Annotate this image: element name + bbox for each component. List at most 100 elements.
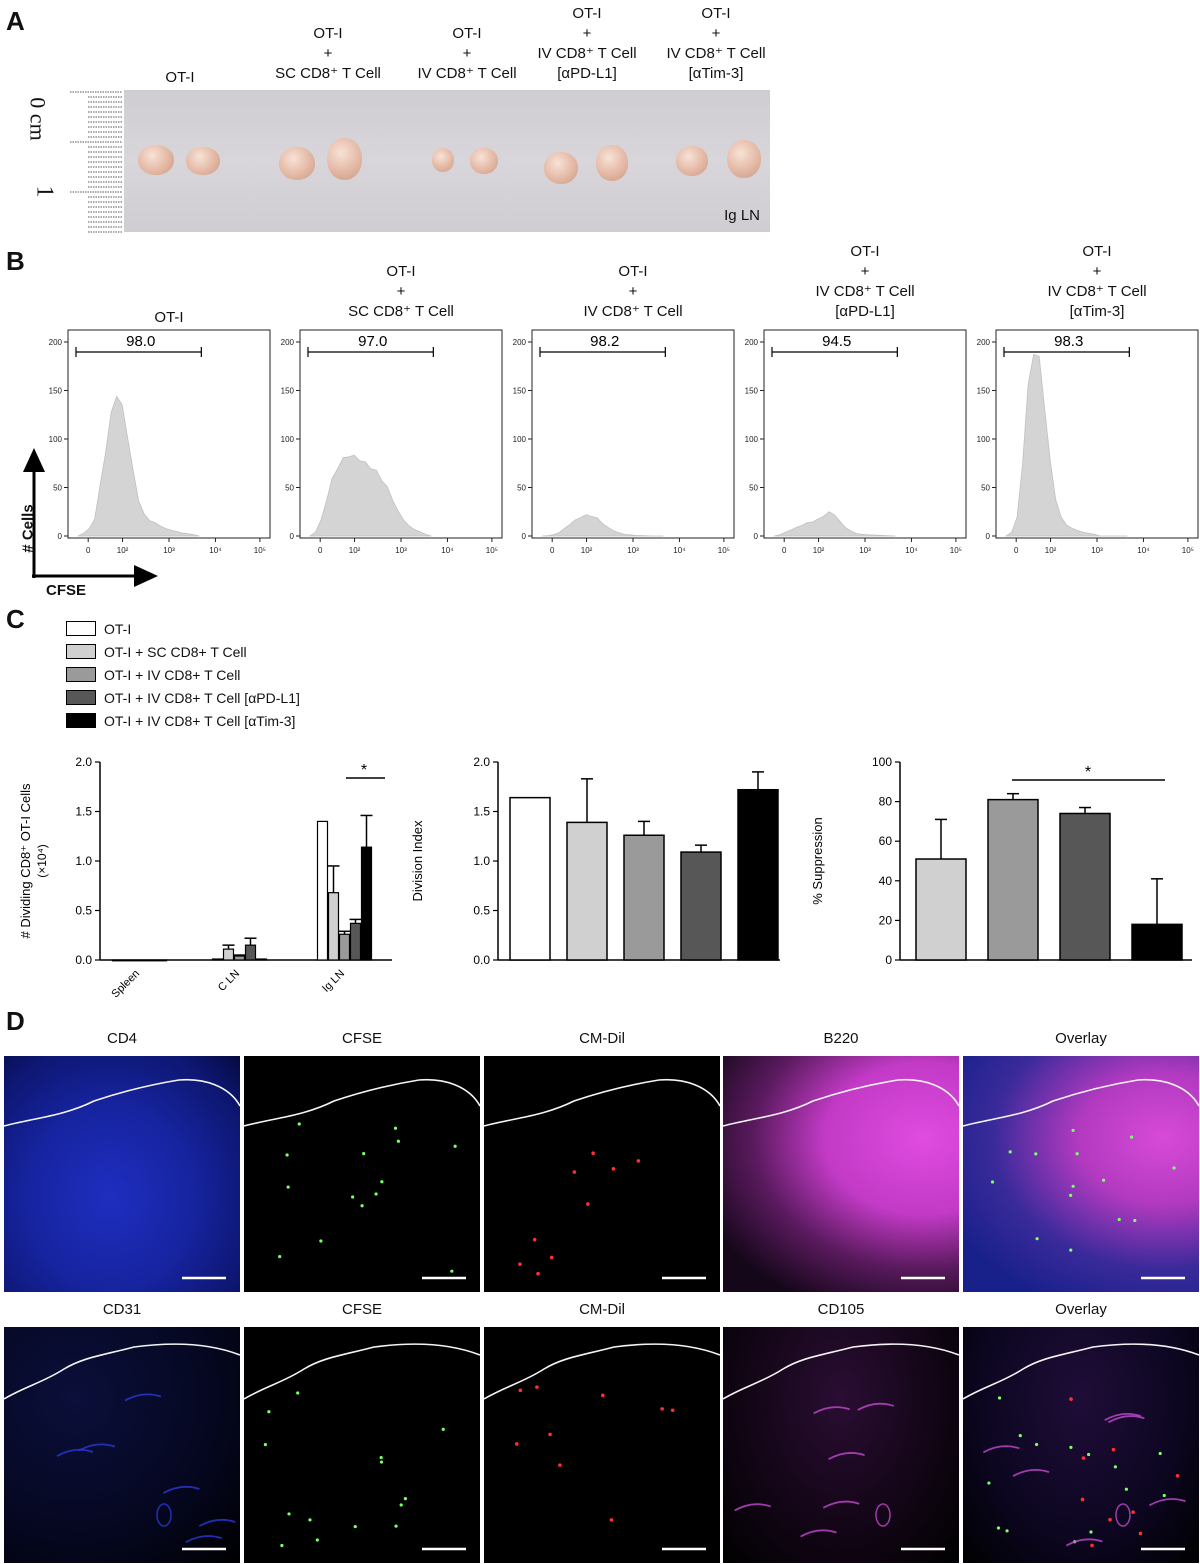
micrograph-label: B220 — [823, 1030, 859, 1047]
lymph-node — [432, 148, 454, 172]
cfse-x-axis-label: CFSE — [46, 582, 87, 599]
bar — [327, 892, 340, 961]
cell-dot — [996, 1526, 1001, 1530]
y-tick-label: 100 — [977, 435, 991, 444]
y-axis-label-unit: (×10⁴) — [35, 844, 49, 878]
vessel — [163, 1485, 200, 1494]
cell-dot — [399, 1503, 403, 1507]
x-tick-label: 10⁵ — [254, 546, 266, 555]
bar — [255, 958, 268, 961]
y-tick-label: 50 — [981, 484, 990, 493]
gate-percent: 94.5 — [822, 333, 851, 350]
y-tick-label: 150 — [745, 387, 759, 396]
vessel — [1065, 1538, 1103, 1547]
bar — [155, 959, 168, 962]
bar — [623, 834, 665, 961]
bar — [680, 851, 722, 961]
cell-dot — [1090, 1543, 1094, 1548]
x-tick-label: 10⁴ — [209, 546, 222, 555]
cell-dot — [1087, 1452, 1091, 1457]
lymph-node — [596, 145, 628, 181]
tissue-outline — [4, 1078, 240, 1127]
y-tick-label: 100 — [872, 755, 892, 769]
arrow-up-icon — [23, 448, 45, 472]
y-tick-label: 150 — [977, 387, 991, 396]
cell-dot — [609, 1518, 614, 1522]
category-label: C LN — [216, 968, 242, 994]
lymph-node — [279, 147, 315, 180]
division-index-chart: 0.0 0.5 1.0 1.5 2.0 Division Index — [410, 755, 780, 967]
vessel — [198, 1518, 236, 1527]
legend-swatch — [66, 621, 96, 636]
y-tick-label: 0 — [754, 532, 759, 541]
lymph-node — [676, 146, 708, 176]
lymph-node — [186, 147, 220, 175]
y-axis-label: % Suppression — [810, 817, 825, 904]
cell-dot — [297, 1122, 301, 1126]
bar — [144, 959, 157, 962]
cell-dot — [362, 1152, 366, 1156]
lymph-node — [727, 140, 761, 178]
x-tick-label: 0 — [1014, 546, 1019, 555]
x-tick-label: 10³ — [1091, 546, 1103, 555]
micrograph-cd4 — [4, 1056, 240, 1292]
micrograph-overlay1 — [963, 1056, 1199, 1292]
x-tick-label: 10⁴ — [1137, 546, 1150, 555]
cell-dot — [1080, 1497, 1085, 1502]
photo-label: Ig LN — [724, 207, 760, 224]
tissue-outline — [963, 1078, 1199, 1127]
x-tick-label: 10² — [813, 546, 825, 555]
cell-dot — [1069, 1445, 1073, 1449]
micrograph-cfse — [244, 1056, 480, 1292]
vessel — [828, 1452, 865, 1460]
tissue-outline — [723, 1078, 959, 1127]
y-tick-label: 2.0 — [75, 755, 92, 769]
lymph-node-photo: Ig LN — [124, 90, 770, 232]
y-tick-label: 100 — [49, 435, 63, 444]
y-tick-label: 100 — [281, 435, 295, 444]
cell-dot — [558, 1463, 562, 1467]
y-tick-label: 150 — [513, 387, 527, 396]
x-tick-label: 10⁵ — [718, 546, 730, 555]
significance-marker: * — [1085, 764, 1091, 781]
legend-swatch — [66, 690, 96, 705]
legend-item: OT-I + IV CD8+ T Cell — [66, 666, 240, 684]
suppression-chart: 0 20 40 60 80 100 % Suppression * — [810, 755, 1192, 967]
bar-charts: 0.0 0.5 1.0 1.5 2.0 # Dividing CD8⁺ OT-I Cell… — [18, 755, 1192, 1000]
y-tick-label: 50 — [285, 484, 294, 493]
cell-dot — [518, 1388, 523, 1393]
y-tick-label: 50 — [749, 484, 758, 493]
cell-dot — [1069, 1397, 1073, 1401]
micrograph-cmdil — [484, 1056, 720, 1292]
y-tick-label: 200 — [281, 338, 295, 347]
cell-dot — [1131, 1510, 1135, 1514]
histogram-frame — [763, 329, 967, 539]
cell-dot — [280, 1543, 284, 1548]
cell-dot — [1071, 1128, 1075, 1133]
y-tick-label: 80 — [879, 795, 893, 809]
cell-dot — [536, 1271, 540, 1276]
cell-dot — [997, 1396, 1002, 1400]
micrograph-cd31 — [4, 1327, 240, 1563]
cell-dot — [1069, 1193, 1073, 1197]
lymph-node — [544, 152, 578, 184]
tissue-outline — [4, 1343, 240, 1400]
y-tick-label: 1.5 — [75, 805, 92, 819]
vessel — [156, 1503, 172, 1527]
histogram-title-2: OT-I + SC CD8⁺ T Cell — [348, 263, 454, 320]
histogram-title-1: OT-I — [154, 309, 184, 326]
x-tick-label: 10³ — [627, 546, 639, 555]
cell-dot — [263, 1442, 268, 1447]
bar — [133, 959, 146, 962]
ruler-one-label: 1 — [31, 185, 58, 198]
y-tick-label: 50 — [53, 484, 62, 493]
panel-a-group-label-5: OT-I + IV CD8⁺ T Cell [αTim-3] — [666, 5, 766, 82]
cell-dot — [1034, 1152, 1038, 1156]
histogram-area — [542, 514, 664, 537]
cell-dot — [360, 1204, 364, 1208]
cell-dot — [515, 1442, 519, 1446]
panel-a-group-label-1: OT-I — [165, 69, 195, 86]
cell-dot — [611, 1167, 616, 1171]
tissue-outline — [244, 1078, 480, 1127]
y-tick-label: 0 — [986, 532, 991, 541]
